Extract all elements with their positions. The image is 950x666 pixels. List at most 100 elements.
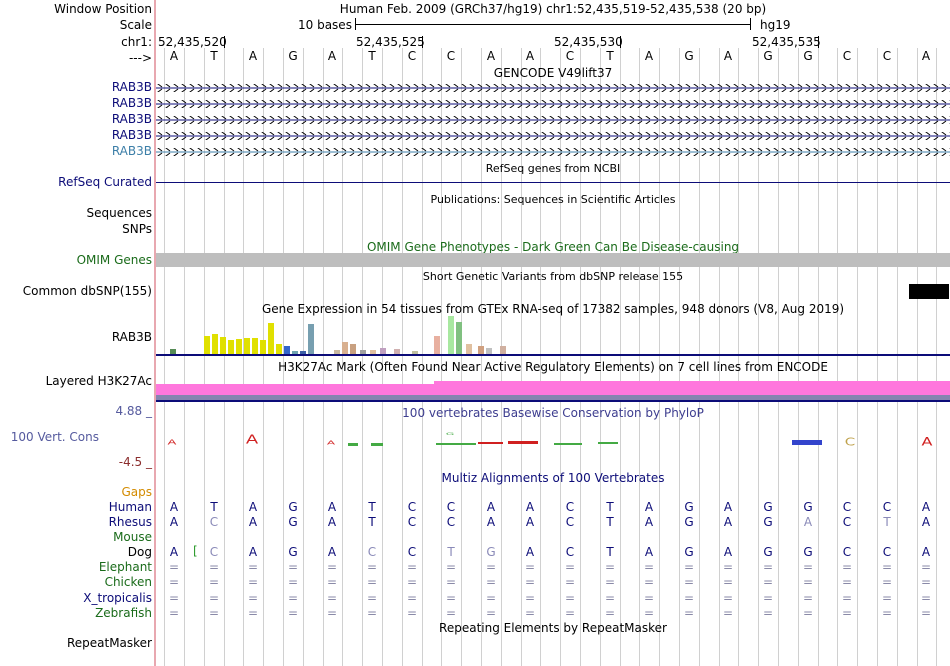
track-label-conservation[interactable]: 100 Vert. Cons bbox=[10, 430, 99, 444]
track-label-repeatmasker[interactable]: RepeatMasker bbox=[66, 636, 152, 650]
gtex-bar[interactable] bbox=[300, 351, 306, 354]
species-label-x-tropicalis[interactable]: X_tropicalis bbox=[83, 591, 152, 605]
refseq-gene-line[interactable] bbox=[156, 182, 950, 183]
svg-text:A: A bbox=[327, 440, 336, 446]
ruler-tick-label: 52,435,535 bbox=[752, 35, 821, 49]
gtex-bar[interactable] bbox=[380, 348, 386, 354]
browser-image[interactable]: Human Feb. 2009 (GRCh37/hg19) chr1:52,43… bbox=[156, 0, 950, 666]
gtex-bar[interactable] bbox=[466, 344, 472, 354]
h3k27ac-signal[interactable] bbox=[156, 375, 950, 403]
alignment-base: A bbox=[525, 515, 535, 529]
track-label-gencode[interactable]: RAB3B bbox=[111, 144, 152, 158]
gtex-bar[interactable] bbox=[268, 323, 274, 354]
alignment-base: = bbox=[643, 575, 655, 589]
svg-text:A: A bbox=[168, 438, 178, 446]
species-label-mouse[interactable]: Mouse bbox=[113, 530, 152, 544]
gtex-bar[interactable] bbox=[370, 350, 376, 354]
alignment-base: = bbox=[485, 591, 497, 605]
grid-line bbox=[936, 48, 937, 666]
dbsnp-variant[interactable] bbox=[909, 284, 949, 299]
gtex-bar[interactable] bbox=[212, 334, 218, 354]
gtex-bar[interactable] bbox=[500, 346, 506, 354]
gtex-bar[interactable] bbox=[292, 351, 298, 354]
alignment-base: = bbox=[881, 575, 893, 589]
reference-base: T bbox=[210, 49, 218, 63]
gtex-bar[interactable] bbox=[394, 349, 400, 354]
species-label-chicken[interactable]: Chicken bbox=[104, 575, 152, 589]
track-label-h3k27ac[interactable]: Layered H3K27Ac bbox=[45, 374, 152, 388]
alignment-base: = bbox=[445, 560, 457, 574]
omim-gene-bar[interactable] bbox=[156, 253, 950, 267]
alignment-base: A bbox=[486, 500, 496, 514]
track-label-gencode[interactable]: RAB3B bbox=[111, 128, 152, 142]
gtex-bar[interactable] bbox=[308, 324, 314, 354]
track-label-gtex[interactable]: RAB3B bbox=[111, 330, 152, 344]
gtex-bar[interactable] bbox=[456, 322, 462, 354]
alignment-base: C bbox=[209, 545, 219, 559]
track-label-gencode[interactable]: RAB3B bbox=[111, 80, 152, 94]
grid-line bbox=[818, 48, 819, 666]
track-label-dbsnp[interactable]: Common dbSNP(155) bbox=[22, 284, 152, 298]
gtex-bar[interactable] bbox=[252, 338, 258, 354]
track-label-gencode[interactable]: RAB3B bbox=[111, 96, 152, 110]
alignment-base: A bbox=[803, 515, 813, 529]
grid-line bbox=[501, 48, 502, 666]
gtex-bar[interactable] bbox=[204, 336, 210, 354]
gtex-bar[interactable] bbox=[236, 339, 242, 354]
track-label-gaps[interactable]: Gaps bbox=[121, 485, 152, 499]
track-label-sequences[interactable]: Sequences bbox=[86, 206, 152, 220]
grid-line bbox=[738, 48, 739, 666]
alignment-base: = bbox=[366, 575, 378, 589]
alignment-base: G bbox=[684, 545, 694, 559]
gtex-bar-chart[interactable] bbox=[156, 316, 950, 354]
track-label-omim[interactable]: OMIM Genes bbox=[76, 253, 152, 267]
gtex-bar[interactable] bbox=[284, 346, 290, 354]
gtex-bar[interactable] bbox=[342, 342, 348, 354]
track-label-snps[interactable]: SNPs bbox=[122, 222, 152, 236]
track-label-refseq[interactable]: RefSeq Curated bbox=[58, 175, 152, 189]
alignment-base: C bbox=[446, 515, 456, 529]
gtex-bar[interactable] bbox=[478, 346, 484, 354]
grid-line bbox=[362, 48, 363, 666]
species-label-dog[interactable]: Dog bbox=[127, 545, 152, 559]
grid-line bbox=[679, 48, 680, 666]
track-label-gencode[interactable]: RAB3B bbox=[111, 112, 152, 126]
gtex-bar[interactable] bbox=[220, 337, 226, 354]
grid-line bbox=[422, 48, 423, 666]
grid-line bbox=[639, 48, 640, 666]
grid-line bbox=[877, 48, 878, 666]
gtex-bar[interactable] bbox=[276, 344, 282, 354]
gtex-bar[interactable] bbox=[170, 349, 176, 354]
gtex-bar[interactable] bbox=[228, 340, 234, 354]
alignment-base: = bbox=[168, 575, 180, 589]
alignment-base: = bbox=[445, 606, 457, 620]
gencode-transcripts[interactable] bbox=[156, 80, 950, 160]
alignment-base: T bbox=[210, 500, 218, 514]
alignment-base: = bbox=[247, 575, 259, 589]
species-label-zebrafish[interactable]: Zebrafish bbox=[95, 606, 152, 620]
gtex-bar[interactable] bbox=[360, 350, 366, 354]
species-label-human[interactable]: Human bbox=[108, 500, 152, 514]
alignment-base: = bbox=[208, 560, 220, 574]
gtex-bar[interactable] bbox=[486, 348, 492, 354]
grid-line bbox=[897, 48, 898, 666]
alignment-base: C bbox=[209, 515, 219, 529]
gencode-title: GENCODE V49lift37 bbox=[493, 66, 613, 80]
gtex-bar[interactable] bbox=[350, 344, 356, 354]
alignment-base: A bbox=[723, 515, 733, 529]
gtex-bar[interactable] bbox=[448, 316, 454, 354]
gtex-bar[interactable] bbox=[260, 340, 266, 354]
alignment-base: C bbox=[367, 545, 377, 559]
gtex-bar[interactable] bbox=[334, 350, 340, 354]
gtex-bar[interactable] bbox=[412, 351, 418, 354]
species-label-rhesus[interactable]: Rhesus bbox=[108, 515, 152, 529]
ruler-tick bbox=[422, 36, 423, 48]
species-label-elephant[interactable]: Elephant bbox=[98, 560, 152, 574]
conservation-logo[interactable]: A A A G C A bbox=[156, 430, 950, 452]
gtex-bar[interactable] bbox=[244, 338, 250, 354]
alignment-base: = bbox=[287, 606, 299, 620]
reference-base: G bbox=[763, 49, 773, 63]
gtex-bar[interactable] bbox=[434, 336, 440, 354]
alignment-base: = bbox=[683, 591, 695, 605]
alignment-base: T bbox=[368, 500, 376, 514]
